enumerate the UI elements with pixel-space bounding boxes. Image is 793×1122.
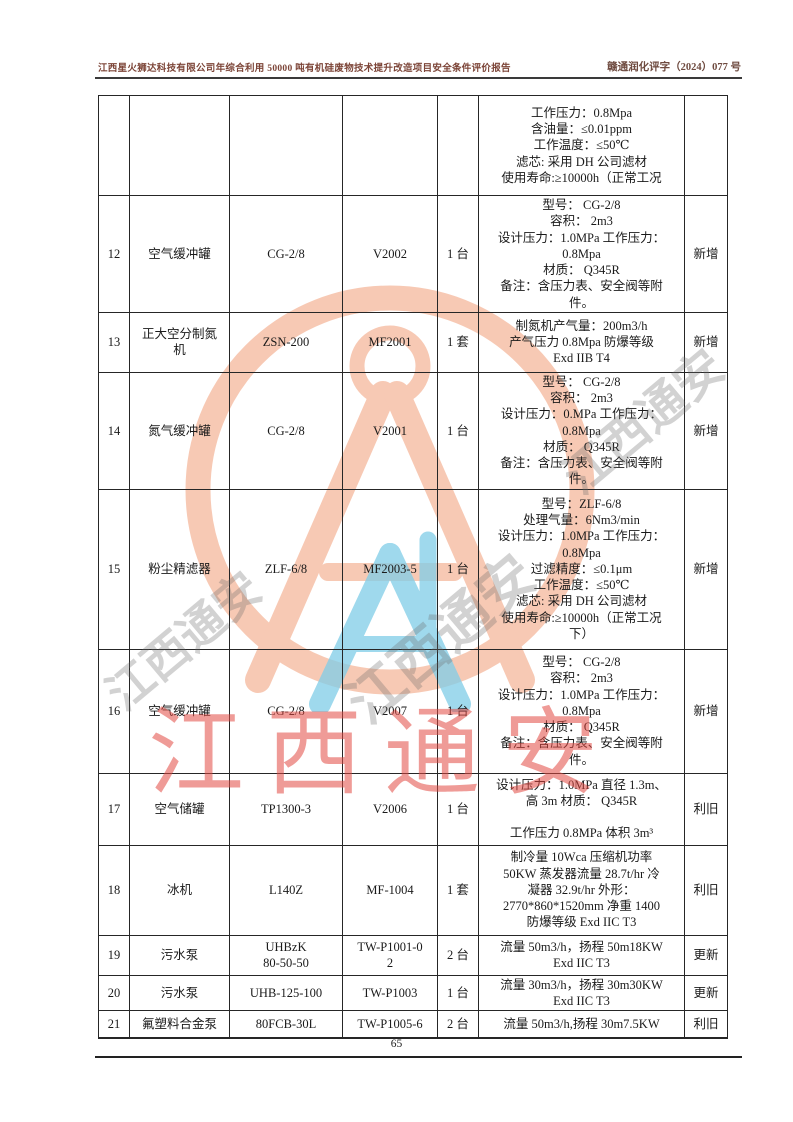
cell-name: 氮气缓冲罐 bbox=[130, 372, 230, 490]
cell-model: 80FCB-30L bbox=[230, 1011, 343, 1037]
cell-index: 12 bbox=[99, 196, 130, 313]
cell-status: 利旧 bbox=[693, 1016, 719, 1031]
cell-index: 14 bbox=[99, 372, 130, 490]
cell-spec: 工作压力：0.8Mpa 含油量：≤0.01ppm 工作温度：≤50℃ 滤芯: 采… bbox=[479, 96, 685, 196]
table-row: 18 冰机 L140Z MF-1004 1 套 制冷量 10Wca 压缩机功率 … bbox=[99, 845, 727, 936]
cell-tag: MF2001 bbox=[343, 312, 438, 373]
cell-index bbox=[99, 96, 130, 196]
table-row: 14 氮气缓冲罐 CG-2/8 V2001 1 台 型号： CG-2/8 容积：… bbox=[99, 372, 727, 490]
cell-name: 污水泵 bbox=[130, 935, 230, 976]
cell-tag: TW-P1005-6 bbox=[343, 1011, 438, 1037]
table-row: 16 空气缓冲罐 CG-2/8 V2007 1 台 型号： CG-2/8 容积：… bbox=[99, 649, 727, 774]
table-row: 工作压力：0.8Mpa 含油量：≤0.01ppm 工作温度：≤50℃ 滤芯: 采… bbox=[99, 96, 727, 196]
cell-status: 利旧 bbox=[685, 774, 727, 846]
cell-model: CG-2/8 bbox=[230, 372, 343, 490]
cell-status: 更新 bbox=[685, 936, 727, 976]
table-row: 20 污水泵 UHB-125-100 TW-P1003 1 台 流量 30m3/… bbox=[99, 975, 727, 1011]
cell-tag: V2001 bbox=[343, 372, 438, 490]
cell-index: 15 bbox=[99, 489, 130, 650]
cell-spec: 流量 30m3/h，扬程 30m30KW Exd IIC T3 bbox=[479, 975, 685, 1011]
header-rule bbox=[95, 77, 742, 79]
table-row: 13 正大空分制氮 机 ZSN-200 MF2001 1 套 制氮机产气量：20… bbox=[99, 312, 727, 373]
cell-model: ZSN-200 bbox=[230, 312, 343, 373]
cell-status: 新增 bbox=[685, 196, 727, 313]
cell-tag: MF-1004 bbox=[343, 845, 438, 936]
cell-status bbox=[685, 96, 727, 196]
cell-status: 新增 bbox=[685, 650, 727, 774]
cell-spec: 型号： CG-2/8 容积： 2m3 设计压力：1.0MPa 工作压力： 0.8… bbox=[479, 196, 685, 313]
cell-name: 正大空分制氮 机 bbox=[130, 312, 230, 373]
cell-index: 17 bbox=[99, 773, 130, 846]
cell-name bbox=[130, 96, 230, 196]
equipment-table: 工作压力：0.8Mpa 含油量：≤0.01ppm 工作温度：≤50℃ 滤芯: 采… bbox=[98, 95, 728, 1039]
cell-qty bbox=[438, 96, 479, 196]
cell-qty: 1 台 bbox=[438, 975, 479, 1011]
cell-spec: 制氮机产气量：200m3/h 产气压力 0.8Mpa 防爆等级 Exd IIB … bbox=[479, 312, 685, 373]
cell-spec: 制冷量 10Wca 压缩机功率 50KW 蒸发器流量 28.7t/hr 冷 凝器… bbox=[479, 845, 685, 936]
cell-tag: TW-P1001-0 2 bbox=[343, 935, 438, 976]
cell-qty: 1 台 bbox=[438, 489, 479, 650]
cell-model: CG-2/8 bbox=[230, 649, 343, 774]
cell-spec: 型号：ZLF-6/8 处理气量：6Nm3/min 设计压力：1.0MPa 工作压… bbox=[479, 489, 685, 650]
cell-index: 21 bbox=[99, 1011, 130, 1037]
cell-index: 20 bbox=[99, 975, 130, 1011]
cell-name: 污水泵 bbox=[130, 975, 230, 1011]
cell-model: UHB-125-100 bbox=[230, 975, 343, 1011]
table-row: 21 氟塑料合金泵 80FCB-30L TW-P1005-6 2 台 流量 50… bbox=[99, 1011, 727, 1037]
page-number: 65 bbox=[390, 1038, 403, 1050]
cell-model: TP1300-3 bbox=[230, 773, 343, 846]
cell-qty: 2 台 bbox=[438, 935, 479, 976]
cell-name: 粉尘精滤器 bbox=[130, 489, 230, 650]
table-row: 19 污水泵 UHBzK 80-50-50 TW-P1001-0 2 2 台 流… bbox=[99, 935, 727, 976]
cell-tag: MF2003-5 bbox=[343, 489, 438, 650]
table-row: 17 空气储罐 TP1300-3 V2006 1 台 设计压力：1.0MPa 直… bbox=[99, 773, 727, 846]
cell-tag: V2002 bbox=[343, 196, 438, 313]
cell-name: 冰机 bbox=[130, 845, 230, 936]
cell-qty: 1 台 bbox=[438, 649, 479, 774]
cell-name: 空气缓冲罐 bbox=[130, 649, 230, 774]
cell-model: CG-2/8 bbox=[230, 196, 343, 313]
cell-status: 新增 bbox=[685, 373, 727, 490]
cell-index: 19 bbox=[99, 935, 130, 976]
cell-tag: TW-P1003 bbox=[343, 975, 438, 1011]
table-row: 12 空气缓冲罐 CG-2/8 V2002 1 台 型号： CG-2/8 容积：… bbox=[99, 196, 727, 313]
cell-qty: 1 套 bbox=[438, 312, 479, 373]
cell-spec: 型号： CG-2/8 容积： 2m3 设计压力：0.MPa 工作压力： 0.8M… bbox=[479, 372, 685, 490]
cell-qty: 1 台 bbox=[438, 372, 479, 490]
footer-rule bbox=[95, 1056, 742, 1058]
cell-status: 新增 bbox=[685, 490, 727, 650]
cell-status: 利旧 bbox=[685, 846, 727, 936]
cell-qty: 1 套 bbox=[438, 845, 479, 936]
cell-index: 13 bbox=[99, 312, 130, 373]
cell-name: 空气缓冲罐 bbox=[130, 196, 230, 313]
cell-spec: 流量 50m3/h,扬程 30m7.5KW bbox=[479, 1011, 685, 1037]
cell-index: 18 bbox=[99, 845, 130, 936]
cell-qty: 2 台 bbox=[438, 1011, 479, 1037]
cell-tag bbox=[343, 96, 438, 196]
cell-status: 新增 bbox=[685, 313, 727, 373]
cell-model bbox=[230, 96, 343, 196]
cell-name: 空气储罐 bbox=[130, 773, 230, 846]
cell-model: L140Z bbox=[230, 845, 343, 936]
table-row: 15 粉尘精滤器 ZLF-6/8 MF2003-5 1 台 型号：ZLF-6/8… bbox=[99, 489, 727, 650]
cell-spec: 流量 50m3/h，扬程 50m18KW Exd IIC T3 bbox=[479, 935, 685, 976]
cell-qty: 1 台 bbox=[438, 773, 479, 846]
cell-tag: V2007 bbox=[343, 649, 438, 774]
header-document-number: 赣通润化评字（2024）077 号 bbox=[607, 62, 741, 73]
cell-qty: 1 台 bbox=[438, 196, 479, 313]
cell-status: 更新 bbox=[685, 976, 727, 1011]
cell-index: 16 bbox=[99, 649, 130, 774]
header-report-title: 江西星火狮达科技有限公司年综合利用 50000 吨有机硅废物技术提升改造项目安全… bbox=[98, 64, 511, 74]
cell-spec: 型号： CG-2/8 容积： 2m3 设计压力：1.0MPa 工作压力： 0.8… bbox=[479, 649, 685, 774]
cell-model: UHBzK 80-50-50 bbox=[230, 935, 343, 976]
cell-tag: V2006 bbox=[343, 773, 438, 846]
cell-spec: 设计压力：1.0MPa 直径 1.3m、 高 3m 材质： Q345R 工作压力… bbox=[479, 773, 685, 846]
cell-model: ZLF-6/8 bbox=[230, 489, 343, 650]
cell-name: 氟塑料合金泵 bbox=[130, 1011, 230, 1037]
